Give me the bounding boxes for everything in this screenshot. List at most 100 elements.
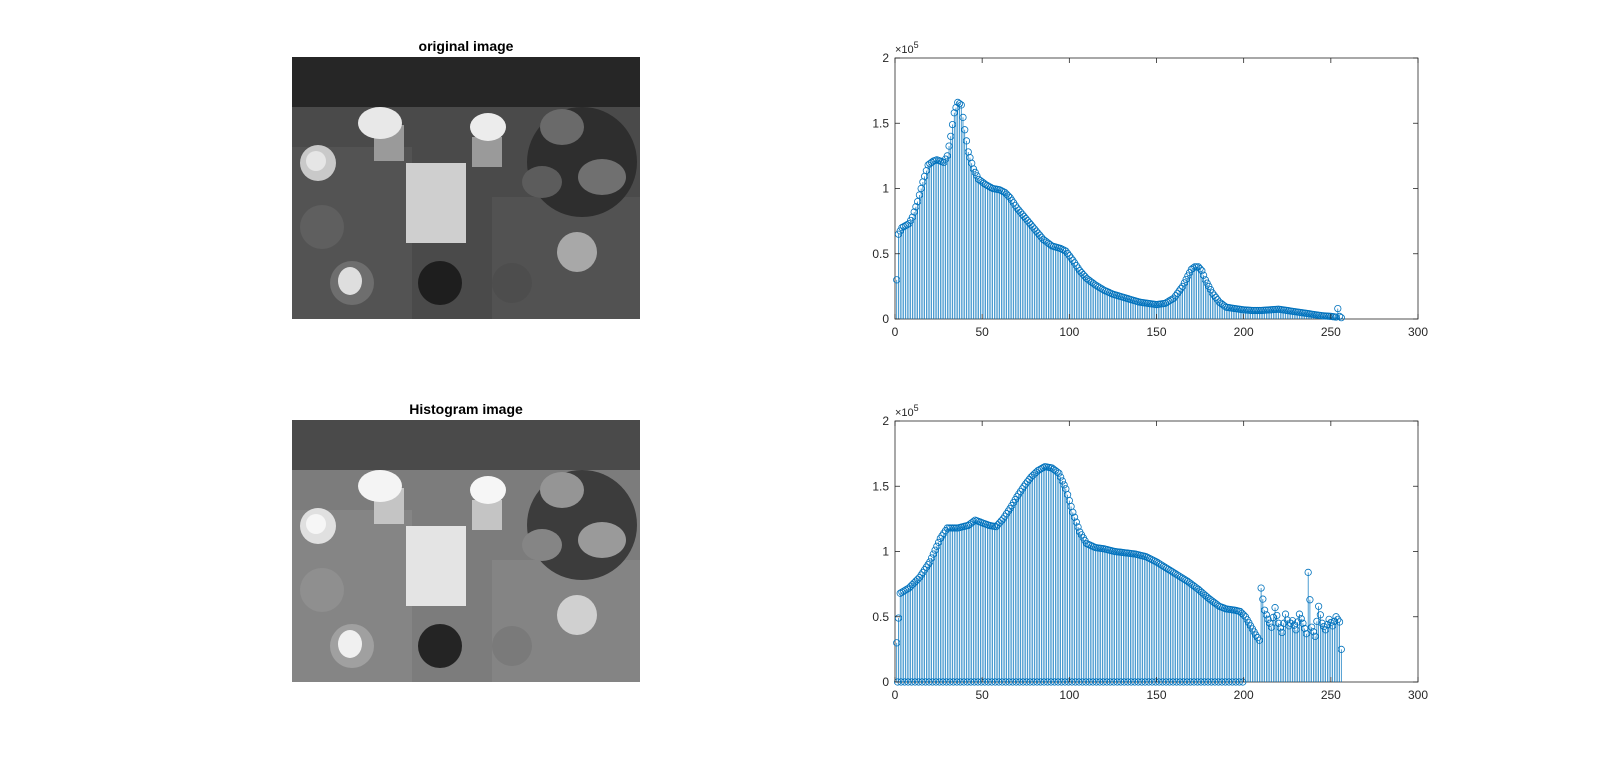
stem-marker — [1034, 229, 1042, 237]
stem-marker — [1262, 611, 1270, 619]
zero-bin-marker — [1023, 678, 1031, 686]
stem-marker — [1070, 513, 1079, 521]
stem-marker — [1161, 563, 1169, 571]
zero-bin-marker — [1054, 678, 1062, 686]
zero-bin-marker — [1172, 678, 1181, 686]
equalized-histogram-chart: 0 50 100 150 200 250 300 0 0.5 1 1.5 2 ×105 — [872, 403, 1428, 702]
zero-bin-marker — [1043, 678, 1052, 686]
zero-bin-marker — [1071, 678, 1080, 686]
zero-bin-marker — [1117, 678, 1125, 686]
y-tick-label: 0.5 — [872, 610, 889, 624]
x-tick-label: 200 — [1234, 325, 1254, 339]
stem-marker — [1016, 208, 1025, 216]
zero-bin-marker — [1225, 678, 1233, 686]
stem-marker — [1172, 570, 1180, 578]
zero-bin-marker — [1064, 678, 1073, 686]
stem-marker — [1029, 223, 1037, 231]
stem-marker — [1053, 468, 1061, 476]
stem-marker — [961, 126, 969, 134]
stem-marker — [1177, 573, 1185, 581]
zero-bin-marker — [1235, 678, 1243, 686]
stem-marker — [1212, 293, 1220, 302]
y-exponent-label: ×105 — [895, 403, 919, 419]
zero-bin-marker — [1057, 678, 1066, 686]
stem-marker — [1004, 192, 1012, 200]
zero-bin-marker — [1145, 678, 1153, 686]
zero-bin-marker — [1092, 678, 1100, 686]
stem-marker — [1013, 204, 1021, 212]
stem-marker — [973, 172, 981, 180]
stem-marker — [1259, 595, 1267, 603]
zero-bin-marker — [907, 678, 916, 686]
zero-bin-marker — [935, 678, 944, 686]
y-tick-label: 1.5 — [872, 479, 889, 493]
zero-bin-marker — [921, 678, 930, 686]
zero-bin-marker — [998, 678, 1006, 686]
stem-marker — [1057, 473, 1065, 481]
stem-marker — [1257, 584, 1265, 592]
zero-bin-marker — [1110, 678, 1118, 686]
zero-bin-marker — [1068, 678, 1076, 686]
x-tick-label: 300 — [1408, 688, 1428, 702]
zero-bin-marker — [1089, 678, 1097, 686]
y-exponent-label: ×105 — [895, 40, 919, 56]
stem-marker — [1240, 611, 1248, 619]
zero-bin-marker — [918, 678, 926, 686]
zero-bin-marker — [1005, 678, 1013, 686]
stem-marker — [955, 100, 964, 108]
stem-marker — [1074, 523, 1082, 531]
zero-bin-marker — [1106, 678, 1114, 686]
stem-marker — [1170, 569, 1178, 577]
zero-bin-marker — [1214, 678, 1222, 686]
zero-bin-marker — [1047, 678, 1055, 686]
y-tick-label: 1.5 — [872, 116, 889, 130]
stem-marker — [997, 187, 1005, 195]
stem-marker — [1173, 571, 1182, 579]
original-image-title: original image — [418, 38, 514, 54]
stem-marker — [1198, 267, 1206, 275]
x-tick-label: 250 — [1321, 325, 1341, 339]
zero-bin-marker — [900, 678, 909, 686]
original-photo-art — [292, 57, 640, 319]
stem-marker — [1264, 615, 1272, 623]
stem-marker — [1315, 602, 1323, 610]
y-tick-label: 0.5 — [872, 247, 889, 261]
stem-marker — [1058, 245, 1066, 253]
stem-marker — [1337, 314, 1345, 322]
stem-marker — [1025, 219, 1033, 227]
x-tick-label: 300 — [1408, 325, 1428, 339]
stem-marker — [1036, 231, 1044, 239]
stem-marker — [1337, 645, 1345, 653]
stem-marker — [1308, 623, 1316, 631]
stem-marker — [957, 101, 965, 109]
zero-bin-marker — [995, 678, 1003, 686]
zero-bin-marker — [1221, 678, 1229, 686]
stem-marker — [1299, 619, 1307, 627]
zero-bin-marker — [1016, 678, 1024, 686]
stem-marker — [1335, 312, 1344, 320]
x-tick-label: 100 — [1059, 325, 1079, 339]
zero-bin-marker — [1190, 678, 1198, 686]
histogram-image — [292, 420, 640, 682]
zero-bin-marker — [1124, 678, 1132, 686]
y-tick-label: 2 — [882, 51, 889, 65]
stem-marker — [1166, 567, 1175, 575]
zero-bin-marker — [1162, 678, 1170, 686]
zero-bin-marker — [1232, 678, 1240, 686]
stem-marker — [980, 179, 988, 187]
stem-marker — [1060, 481, 1068, 489]
zero-bin-marker — [1061, 678, 1069, 686]
stem-marker — [1065, 252, 1073, 260]
stem-marker — [1058, 477, 1066, 485]
stem-marker — [1018, 210, 1026, 218]
zero-bin-marker — [1239, 678, 1247, 686]
zero-bin-marker — [1186, 678, 1195, 686]
original-image — [292, 57, 640, 319]
x-tick-label: 50 — [975, 325, 989, 339]
zero-bin-marker — [1179, 678, 1188, 686]
zero-bin-marker — [1176, 678, 1184, 686]
zero-bin-marker — [1026, 678, 1034, 686]
zero-bin-marker — [960, 678, 968, 686]
zero-bin-marker — [1159, 678, 1167, 686]
stem-marker — [962, 137, 971, 145]
